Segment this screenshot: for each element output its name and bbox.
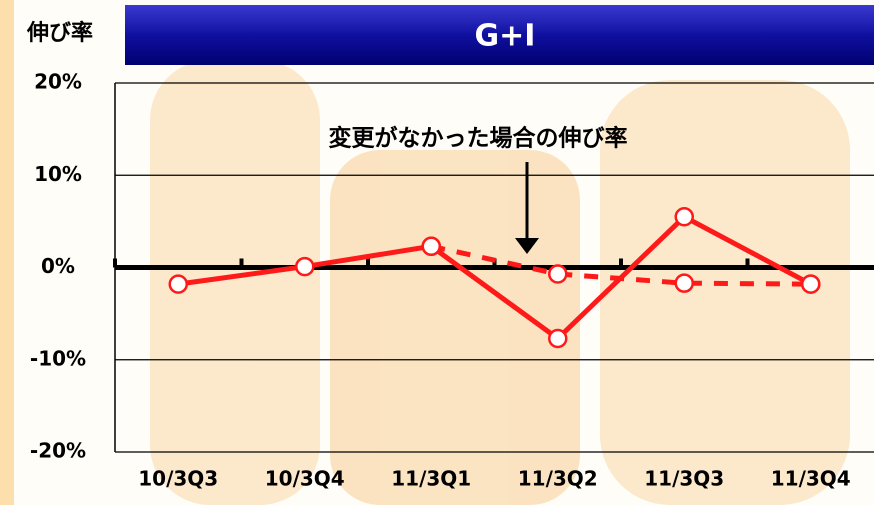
x-tick-label: 10/3Q3: [138, 467, 218, 491]
x-tick-label: 11/3Q3: [644, 467, 724, 491]
x-tick-label: 11/3Q2: [518, 467, 598, 491]
x-tick-label: 11/3Q4: [771, 467, 851, 491]
y-axis-label: 伸び率: [26, 20, 93, 46]
x-tick-label: 11/3Q1: [391, 467, 471, 491]
chart-title: G+I: [475, 19, 536, 54]
x-tick-label: 10/3Q4: [265, 467, 345, 491]
point: [676, 208, 693, 225]
point: [296, 258, 313, 275]
y-tick-label: -20%: [30, 439, 86, 463]
point: [549, 265, 566, 282]
point: [549, 330, 566, 347]
y-tick-label: 10%: [34, 162, 82, 186]
chart: G+I 伸び率 変更がなかった場合の伸び率 -20% -10% 0% 10% 20% 10…: [0, 0, 874, 505]
point: [802, 276, 819, 293]
point: [676, 275, 693, 292]
point: [170, 276, 187, 293]
y-tick-label: 0%: [41, 254, 75, 278]
point: [423, 238, 440, 255]
y-tick-label: 20%: [34, 70, 82, 94]
annotation: 変更がなかった場合の伸び率: [329, 125, 628, 152]
y-tick-label: -10%: [30, 346, 86, 370]
